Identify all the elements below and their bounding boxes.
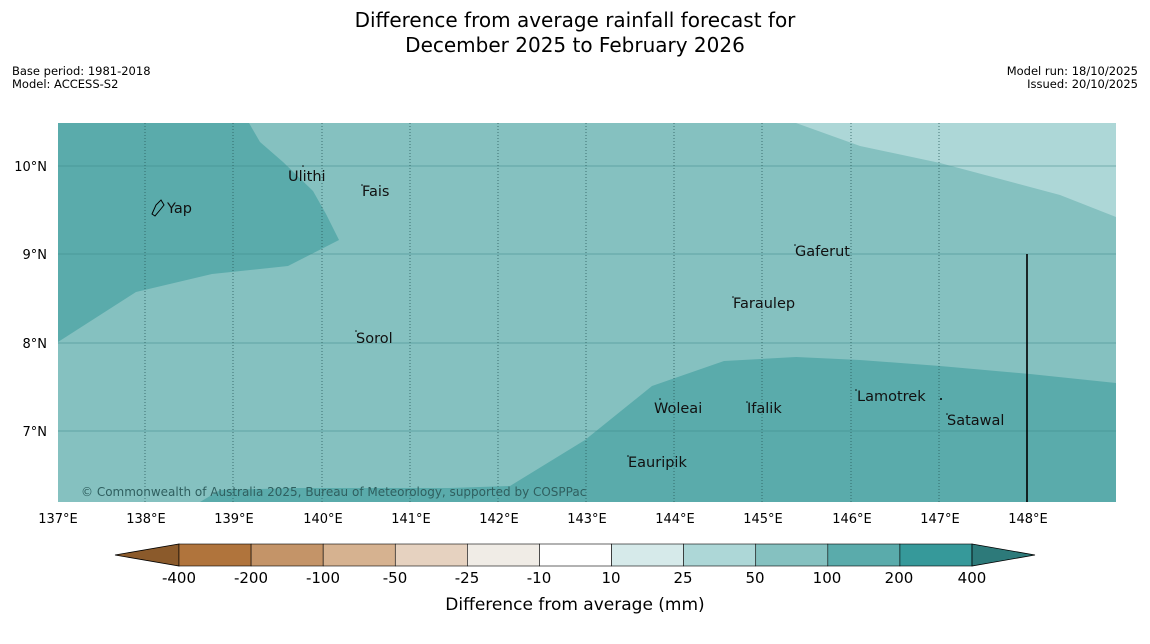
colorbar-tick-label: -100 [306,569,340,587]
issued-text: Issued: 20/10/2025 [1027,77,1138,91]
colorbar-bin [250,543,324,567]
lat-label: 7°N [23,425,48,440]
colorbar-legend: -400 -200 -100 -50 -25 -10 10 25 50 100 … [114,543,1036,615]
colorbar-tick-label: 10 [601,569,620,587]
colorbar-tick-label: -10 [527,569,552,587]
colorbar-tick-label: -25 [455,569,480,587]
place-label-sorol: Sorol [356,331,393,347]
place-label-yap: Yap [166,201,192,217]
yap-island-outline [151,199,165,217]
colorbar-bin [611,543,684,567]
lat-label: 8°N [23,337,48,352]
metadata-right: Model run: 18/10/2025 Issued: 20/10/2025 [1007,65,1138,91]
colorbar-bins [178,543,973,567]
copyright-text: © Commonwealth of Australia 2025, Bureau… [81,485,586,499]
lon-label: 144°E [655,512,695,527]
place-label-gaferut: Gaferut [795,244,850,260]
colorbar-bin [322,543,396,567]
longitude-labels: 137°E 138°E 139°E 140°E 141°E 142°E 143°… [38,512,1048,527]
longitude-gridlines [144,123,940,502]
place-label-ifalik: Ifalik [747,401,782,417]
lon-label: 147°E [920,512,960,527]
place-label-ulithi: Ulithi [288,169,326,185]
model-text: Model: ACCESS-S2 [12,77,119,91]
colorbar-tick-label: -200 [234,569,268,587]
colorbar-bin [683,543,757,567]
colorbar-bin [899,543,973,567]
place-label-eauripik: Eauripik [628,455,687,471]
lon-label: 145°E [743,512,783,527]
title-line-1: Difference from average rainfall forecas… [354,8,796,32]
lon-label: 137°E [38,512,78,527]
region-northeast-25-50 [796,123,1116,217]
model-run-text: Model run: 18/10/2025 [1006,64,1138,78]
colorbar-tick-label: -400 [162,569,196,587]
latitude-labels: 10°N 9°N 8°N 7°N [14,160,47,440]
colorbar-tick-label: -50 [383,569,408,587]
colorbar-tick-label: 100 [813,569,842,587]
lon-label: 142°E [479,512,519,527]
lon-label: 141°E [391,512,431,527]
metadata-left: Base period: 1981-2018 Model: ACCESS-S2 [12,65,151,91]
lon-label: 138°E [126,512,166,527]
title-line-2: December 2025 to February 2026 [405,33,745,57]
chart-title: Difference from average rainfall forecas… [0,8,1150,58]
lon-label: 139°E [214,512,254,527]
colorbar-tick-label: 400 [958,569,987,587]
lon-label: 148°E [1008,512,1048,527]
map-panel[interactable]: Ulithi Fais Yap Gaferut Faraulep Sorol L… [58,123,1116,502]
colorbar-ticks: -400 -200 -100 -50 -25 -10 10 25 50 100 … [162,569,986,587]
place-label-woleai: Woleai [654,401,702,417]
colorbar-tick-label: 200 [885,569,914,587]
lat-label: 9°N [23,248,48,263]
island-markers [302,165,948,457]
colorbar-bin [827,543,901,567]
lon-label: 143°E [567,512,607,527]
place-label-fais: Fais [362,184,389,200]
colorbar-arrow-left [114,543,180,567]
latitude-gridlines [58,165,1116,432]
colorbar-bin [539,543,612,567]
place-label-faraulep: Faraulep [733,296,795,312]
lon-label: 146°E [832,512,872,527]
colorbar-bin [178,543,252,567]
colorbar-bin [467,543,540,567]
colorbar-label: Difference from average (mm) [445,595,704,615]
region-southeast-100-200 [498,357,1116,502]
place-label-lamotrek: Lamotrek [857,389,926,405]
lon-label: 140°E [303,512,343,527]
base-period-text: Base period: 1981-2018 [12,64,151,78]
region-west-100-200 [58,123,339,342]
place-label-satawal: Satawal [947,413,1004,429]
region-southwest-strip [200,486,510,502]
colorbar-tick-label: 50 [745,569,764,587]
colorbar-tick-label: 25 [673,569,692,587]
colorbar-bin [755,543,829,567]
colorbar-arrow-right [971,543,1036,567]
colorbar-bin [394,543,468,567]
lat-label: 10°N [14,160,47,175]
